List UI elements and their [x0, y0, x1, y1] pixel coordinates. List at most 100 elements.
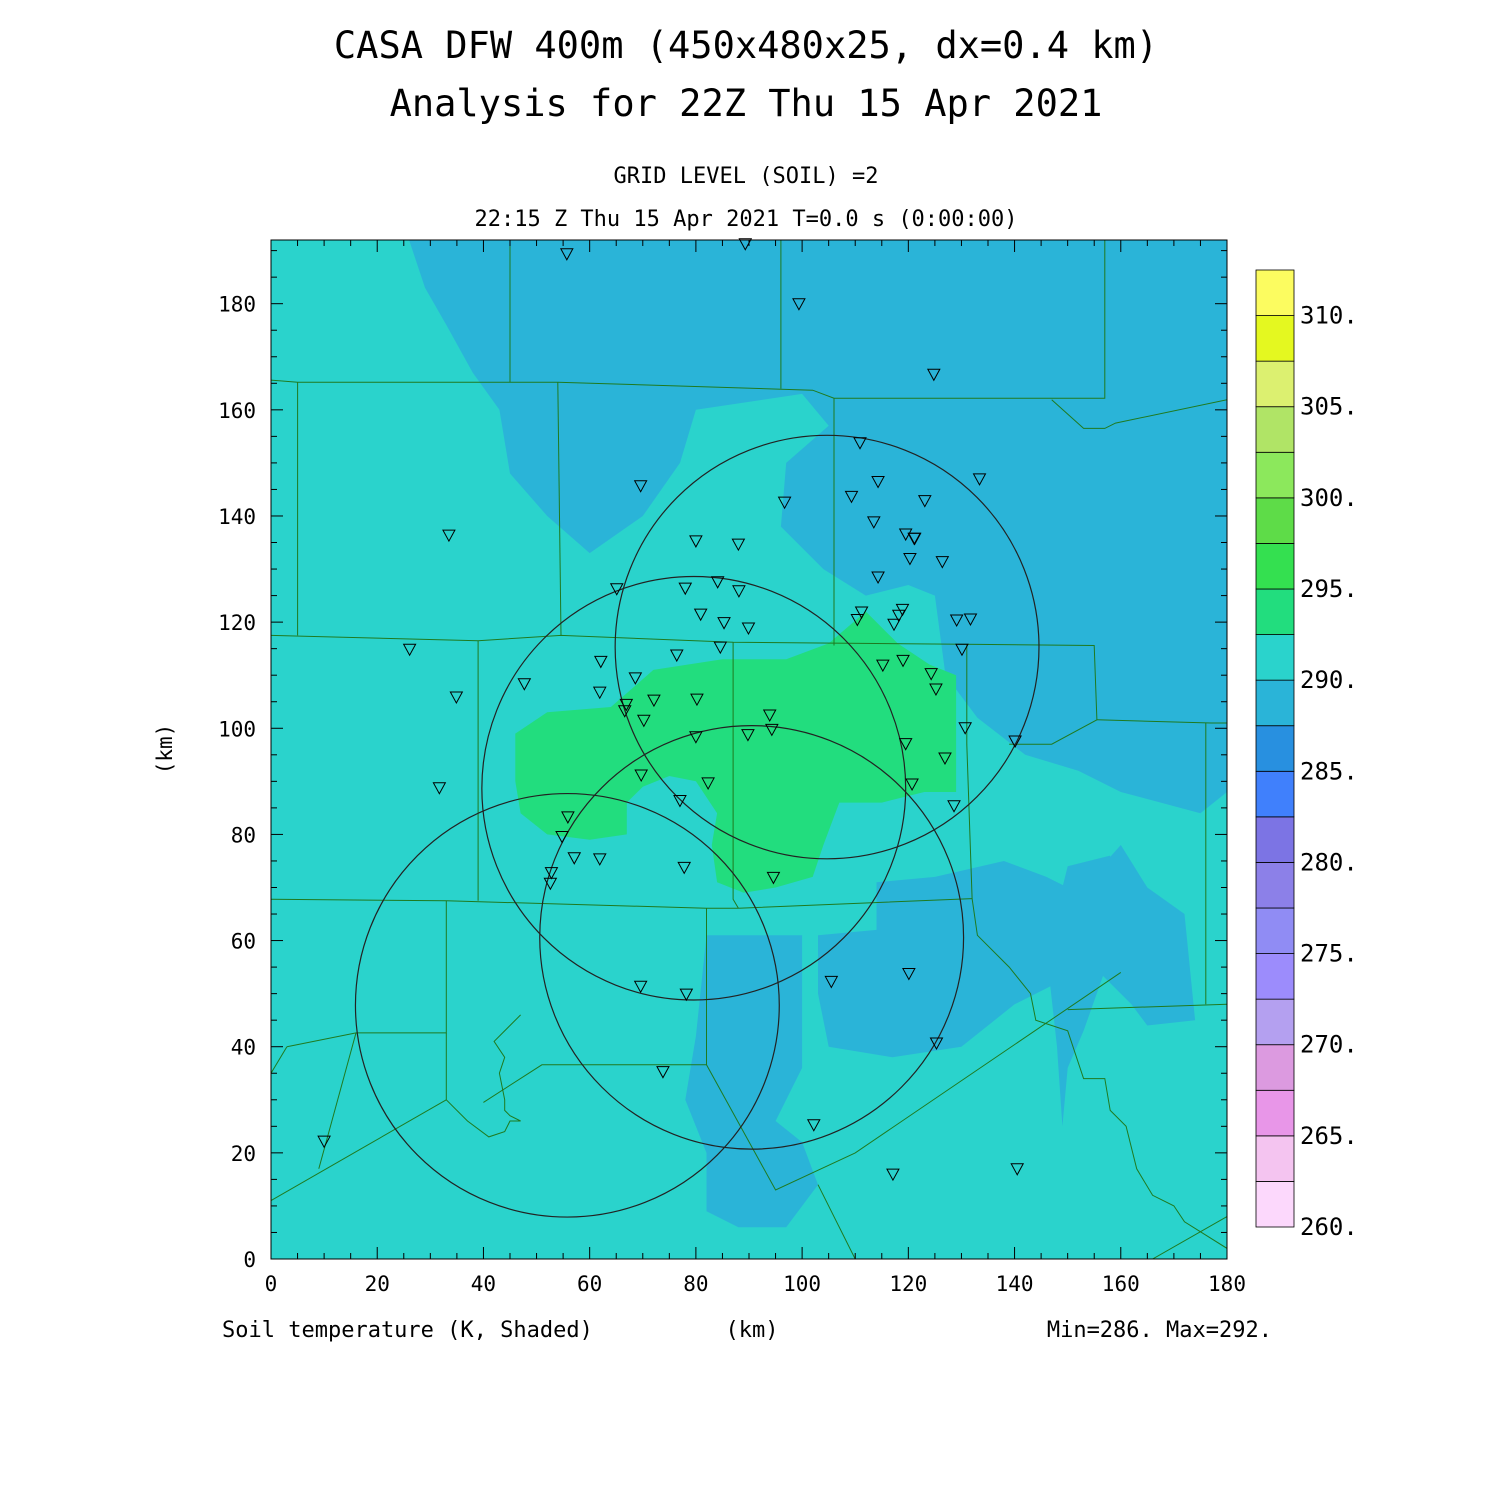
site-marker — [958, 722, 973, 735]
x-tick-label: 100 — [783, 1272, 821, 1296]
site-marker — [866, 516, 881, 529]
grid-level-label: GRID LEVEL (SOIL) =2 — [614, 164, 879, 189]
radar-ring-0 — [614, 434, 1040, 860]
y-tick-label: 60 — [231, 930, 256, 954]
site-marker — [633, 480, 648, 493]
site-marker — [592, 686, 607, 700]
time-label: 22:15 Z Thu 15 Apr 2021 T=0.0 s (0:00:00… — [474, 207, 1017, 232]
site-marker — [871, 571, 885, 585]
x-tick-label: 40 — [471, 1272, 496, 1296]
site-marker — [887, 618, 901, 632]
county-line-9 — [1096, 719, 1227, 724]
site-marker — [689, 731, 703, 744]
x-tick-label: 0 — [265, 1272, 278, 1296]
site-marker — [917, 495, 932, 508]
x-tick-label: 60 — [577, 1272, 602, 1296]
county-line-24 — [1152, 1216, 1227, 1259]
site-marker — [609, 583, 624, 596]
observation-sites — [317, 238, 1025, 1182]
site-marker — [679, 988, 694, 1002]
site-marker — [690, 693, 704, 707]
site-marker — [1008, 735, 1022, 749]
colorbar-bin — [1255, 497, 1295, 544]
site-marker — [701, 777, 715, 790]
site-marker — [824, 975, 839, 989]
site-marker — [806, 1119, 821, 1132]
site-marker — [636, 714, 651, 728]
field-label: Soil temperature (K, Shaded) — [222, 1318, 593, 1343]
y-tick-label: 140 — [218, 505, 256, 529]
site-marker — [850, 613, 865, 627]
county-line-4 — [1051, 399, 1227, 429]
colorbar-label: 270. — [1300, 1031, 1358, 1059]
colorbar-bin — [1255, 907, 1295, 954]
site-marker — [955, 643, 969, 657]
county-line-8 — [271, 634, 1098, 745]
min-max-label: Min=286. Max=292. — [1047, 1318, 1272, 1343]
y-tick-label: 0 — [243, 1248, 256, 1272]
region-cool-3 — [1046, 855, 1116, 1127]
site-marker — [555, 831, 569, 844]
colorbar-bin — [1255, 770, 1295, 818]
x-axis-label: (km) — [726, 1318, 779, 1343]
x-tick-label: 140 — [996, 1272, 1034, 1296]
site-marker — [677, 861, 692, 875]
site-marker — [762, 709, 777, 723]
site-marker — [929, 1037, 944, 1051]
site-marker — [561, 811, 575, 824]
radar-range-rings — [354, 434, 1040, 1218]
x-tick-label: 180 — [1208, 1272, 1246, 1296]
colorbar-label: 275. — [1300, 940, 1358, 968]
site-marker — [633, 980, 648, 994]
x-tick-labels: 0 20 40 60 80 100 120 140 160 180 — [265, 1272, 1246, 1296]
site-marker — [619, 698, 634, 712]
colorbar-bin — [1255, 1089, 1295, 1137]
site-marker — [853, 437, 867, 450]
site-marker — [929, 683, 943, 697]
y-tick-label: 120 — [218, 611, 256, 635]
colorbar-bin — [1255, 1181, 1295, 1228]
site-marker — [875, 659, 890, 673]
colorbar-bin — [1255, 451, 1295, 499]
site-marker — [717, 617, 731, 630]
county-line-15 — [445, 1014, 521, 1138]
site-marker — [710, 576, 725, 589]
site-marker — [738, 238, 753, 251]
colorbar-bin — [1255, 543, 1295, 590]
colorbar-label: 295. — [1300, 575, 1358, 603]
colorbar-label: 305. — [1300, 393, 1358, 421]
y-tick-label: 100 — [218, 717, 256, 741]
site-marker — [898, 738, 913, 751]
colorbar-bin — [1255, 588, 1295, 635]
colorbar-label: 265. — [1300, 1122, 1358, 1150]
colorbar-bin — [1255, 269, 1295, 316]
county-line-11 — [732, 642, 739, 909]
site-marker — [634, 769, 649, 783]
colorbar-label: 300. — [1300, 484, 1358, 512]
site-marker — [766, 871, 781, 885]
colorbar-label: 285. — [1300, 757, 1358, 785]
x-tick-label: 80 — [683, 1272, 708, 1296]
x-tick-label: 120 — [889, 1272, 927, 1296]
county-line-18 — [271, 1099, 447, 1202]
colorbar-bin — [1255, 953, 1295, 1000]
colorbar-bin — [1255, 315, 1295, 362]
site-marker — [949, 614, 964, 628]
site-marker — [567, 852, 582, 865]
county-line-12 — [966, 644, 1227, 1249]
map-title: CASA DFW 400m (450x480x25, dx=0.4 km) — [334, 24, 1158, 67]
site-marker — [628, 672, 643, 685]
colorbar-bin — [1255, 679, 1295, 727]
site-marker — [924, 668, 939, 681]
colorbar-bin — [1255, 998, 1295, 1046]
site-marker — [741, 729, 755, 742]
site-marker — [559, 248, 574, 261]
y-tick-label: 160 — [218, 399, 256, 423]
site-marker — [926, 368, 941, 382]
radar-ring-3 — [354, 792, 780, 1218]
county-line-16 — [483, 908, 707, 1103]
site-marker — [432, 782, 447, 795]
y-tick-label: 40 — [231, 1036, 256, 1060]
y-tick-labels: 0 20 40 60 80 100 120 140 160 180 — [218, 293, 256, 1272]
county-line-1 — [271, 240, 1106, 399]
